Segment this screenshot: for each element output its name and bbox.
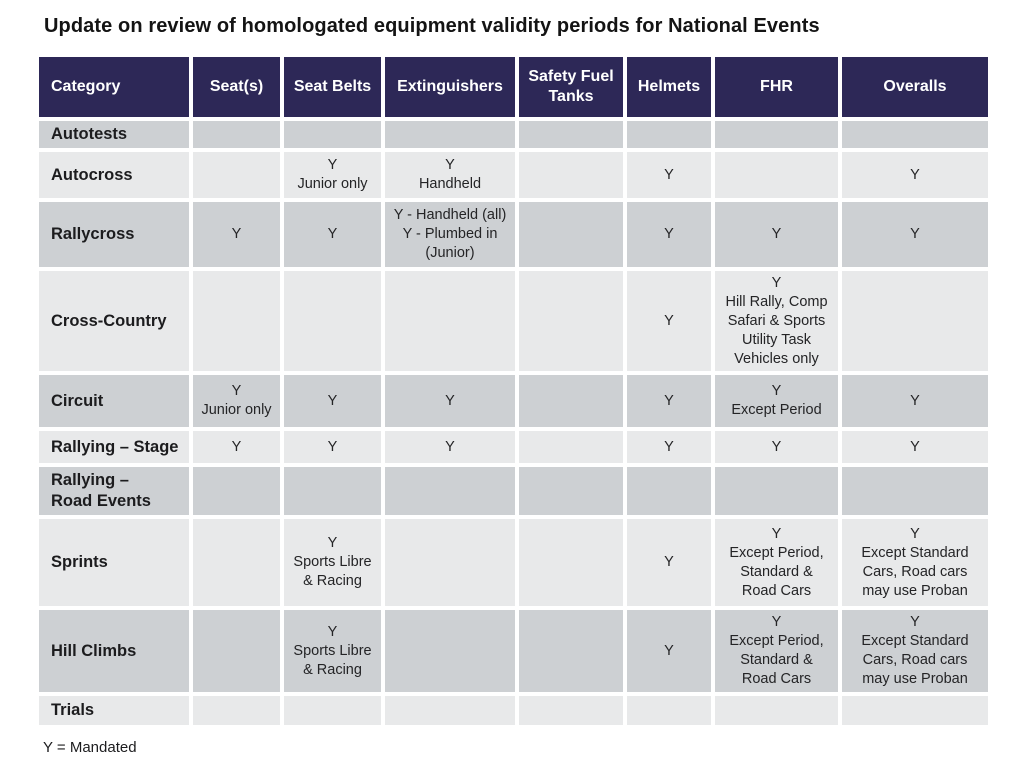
row-category-rallying-road-events: Rallying – Road Events xyxy=(39,467,189,515)
row-category-rallycross: Rallycross xyxy=(39,202,189,267)
row-category-hill-climbs: Hill Climbs xyxy=(39,610,189,692)
column-header-fhr: FHR xyxy=(715,57,838,117)
cell-rallying-stage-safety-fuel-tanks xyxy=(519,431,623,463)
cell-sprints-overalls: Y Except Standard Cars, Road cars may us… xyxy=(842,519,988,606)
cell-autocross-safety-fuel-tanks xyxy=(519,152,623,198)
cell-cross-country-safety-fuel-tanks xyxy=(519,271,623,371)
cell-rallying-road-events-seat-s xyxy=(193,467,280,515)
cell-trials-fhr xyxy=(715,696,838,725)
cell-trials-seat-belts xyxy=(284,696,381,725)
page-title: Update on review of homologated equipmen… xyxy=(44,15,820,37)
cell-autocross-seat-s xyxy=(193,152,280,198)
cell-rallycross-extinguishers: Y - Handheld (all) Y - Plumbed in (Junio… xyxy=(385,202,515,267)
cell-sprints-extinguishers xyxy=(385,519,515,606)
cell-autocross-seat-belts: Y Junior only xyxy=(284,152,381,198)
column-header-helmets: Helmets xyxy=(627,57,711,117)
cell-trials-helmets xyxy=(627,696,711,725)
cell-rallying-stage-fhr: Y xyxy=(715,431,838,463)
cell-circuit-fhr: Y Except Period xyxy=(715,375,838,427)
cell-autotests-seat-s xyxy=(193,121,280,148)
cell-sprints-safety-fuel-tanks xyxy=(519,519,623,606)
row-category-autotests: Autotests xyxy=(39,121,189,148)
cell-circuit-seat-s: Y Junior only xyxy=(193,375,280,427)
cell-rallying-stage-seat-belts: Y xyxy=(284,431,381,463)
cell-cross-country-fhr: Y Hill Rally, Comp Safari & Sports Utili… xyxy=(715,271,838,371)
cell-rallying-stage-extinguishers: Y xyxy=(385,431,515,463)
cell-rallycross-helmets: Y xyxy=(627,202,711,267)
cell-circuit-overalls: Y xyxy=(842,375,988,427)
cell-cross-country-overalls xyxy=(842,271,988,371)
cell-hill-climbs-seat-belts: Y Sports Libre & Racing xyxy=(284,610,381,692)
cell-rallying-road-events-safety-fuel-tanks xyxy=(519,467,623,515)
cell-autotests-overalls xyxy=(842,121,988,148)
cell-sprints-fhr: Y Except Period, Standard & Road Cars xyxy=(715,519,838,606)
cell-trials-overalls xyxy=(842,696,988,725)
cell-sprints-seat-belts: Y Sports Libre & Racing xyxy=(284,519,381,606)
column-header-seat-belts: Seat Belts xyxy=(284,57,381,117)
row-category-circuit: Circuit xyxy=(39,375,189,427)
cell-autocross-overalls: Y xyxy=(842,152,988,198)
cell-rallying-road-events-seat-belts xyxy=(284,467,381,515)
cell-autotests-fhr xyxy=(715,121,838,148)
cell-autotests-seat-belts xyxy=(284,121,381,148)
column-header-overalls: Overalls xyxy=(842,57,988,117)
equipment-table: Category Seat(s) Seat Belts Extinguishers Sa… xyxy=(39,57,988,725)
cell-hill-climbs-helmets: Y xyxy=(627,610,711,692)
cell-autocross-fhr xyxy=(715,152,838,198)
cell-hill-climbs-extinguishers xyxy=(385,610,515,692)
cell-rallycross-safety-fuel-tanks xyxy=(519,202,623,267)
cell-sprints-helmets: Y xyxy=(627,519,711,606)
cell-trials-safety-fuel-tanks xyxy=(519,696,623,725)
cell-hill-climbs-overalls: Y Except Standard Cars, Road cars may us… xyxy=(842,610,988,692)
cell-autotests-extinguishers xyxy=(385,121,515,148)
cell-rallycross-seat-belts: Y xyxy=(284,202,381,267)
cell-autotests-helmets xyxy=(627,121,711,148)
cell-cross-country-seat-s xyxy=(193,271,280,371)
column-header-seat-s: Seat(s) xyxy=(193,57,280,117)
cell-rallying-road-events-helmets xyxy=(627,467,711,515)
cell-rallycross-fhr: Y xyxy=(715,202,838,267)
cell-rallying-stage-helmets: Y xyxy=(627,431,711,463)
cell-trials-seat-s xyxy=(193,696,280,725)
row-category-trials: Trials xyxy=(39,696,189,725)
cell-circuit-extinguishers: Y xyxy=(385,375,515,427)
row-category-cross-country: Cross-Country xyxy=(39,271,189,371)
cell-rallying-stage-overalls: Y xyxy=(842,431,988,463)
cell-hill-climbs-seat-s xyxy=(193,610,280,692)
cell-rallycross-overalls: Y xyxy=(842,202,988,267)
cell-rallying-stage-seat-s: Y xyxy=(193,431,280,463)
cell-autocross-extinguishers: Y Handheld xyxy=(385,152,515,198)
cell-rallying-road-events-extinguishers xyxy=(385,467,515,515)
row-category-rallying-stage: Rallying – Stage xyxy=(39,431,189,463)
cell-circuit-seat-belts: Y xyxy=(284,375,381,427)
cell-cross-country-seat-belts xyxy=(284,271,381,371)
cell-rallying-road-events-fhr xyxy=(715,467,838,515)
cell-trials-extinguishers xyxy=(385,696,515,725)
column-header-safety-fuel-tanks: Safety Fuel Tanks xyxy=(519,57,623,117)
cell-autotests-safety-fuel-tanks xyxy=(519,121,623,148)
row-category-sprints: Sprints xyxy=(39,519,189,606)
cell-rallying-road-events-overalls xyxy=(842,467,988,515)
cell-circuit-safety-fuel-tanks xyxy=(519,375,623,427)
legend-note: Y = Mandated xyxy=(43,739,137,756)
cell-hill-climbs-safety-fuel-tanks xyxy=(519,610,623,692)
cell-cross-country-helmets: Y xyxy=(627,271,711,371)
cell-cross-country-extinguishers xyxy=(385,271,515,371)
column-header-extinguishers: Extinguishers xyxy=(385,57,515,117)
row-category-autocross: Autocross xyxy=(39,152,189,198)
cell-rallycross-seat-s: Y xyxy=(193,202,280,267)
cell-hill-climbs-fhr: Y Except Period, Standard & Road Cars xyxy=(715,610,838,692)
column-header-category: Category xyxy=(39,57,189,117)
cell-circuit-helmets: Y xyxy=(627,375,711,427)
cell-sprints-seat-s xyxy=(193,519,280,606)
cell-autocross-helmets: Y xyxy=(627,152,711,198)
